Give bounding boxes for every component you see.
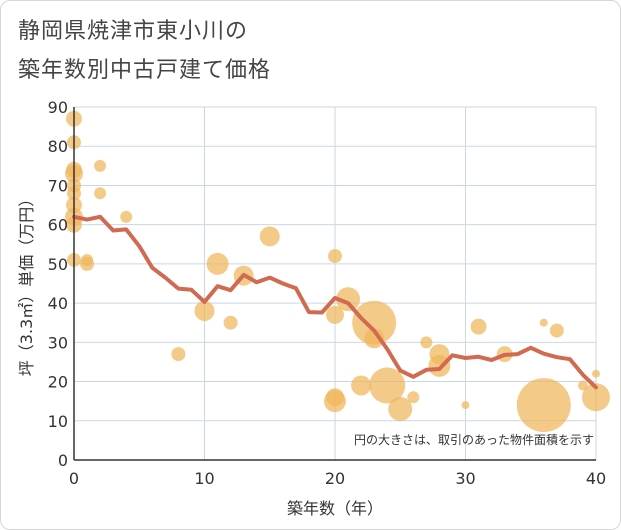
y-tick-label: 40 (48, 294, 68, 313)
scatter-point (328, 249, 342, 264)
scatter-point (516, 378, 571, 433)
scatter-point (388, 397, 413, 422)
scatter-point (549, 323, 564, 338)
axes (73, 107, 596, 461)
y-tick-label: 90 (48, 98, 68, 117)
scatter-point (364, 328, 385, 349)
scatter-point (461, 401, 470, 410)
size-annotation: 円の大きさは、取引のあった物件面積を示す (354, 432, 594, 447)
chart-title-line2: 築年数別中古戸建て価格 (18, 58, 272, 83)
scatter-point (407, 391, 420, 404)
x-tick-label: 10 (194, 469, 214, 488)
y-tick-label: 60 (48, 216, 68, 235)
scatter-bubbles (65, 110, 610, 433)
scatter-point (420, 336, 433, 349)
scatter-point (352, 300, 397, 345)
y-tick-label: 0 (58, 451, 68, 470)
y-axis-label: 坪（3.3㎡）単価（万円） (17, 191, 36, 376)
scatter-point (171, 347, 186, 362)
scatter-point (120, 210, 133, 223)
scatter-point (592, 369, 600, 378)
x-tick-label: 30 (455, 469, 475, 488)
scatter-point (369, 367, 406, 404)
series-line (72, 214, 598, 390)
y-tick-label: 30 (48, 333, 68, 352)
scatter-point (94, 187, 107, 200)
scatter-point (336, 287, 361, 312)
scatter-point (351, 375, 372, 396)
scatter-point (324, 390, 346, 413)
y-tick-label: 10 (48, 412, 68, 431)
x-tick-label: 0 (69, 469, 79, 488)
average-line (72, 214, 598, 390)
y-tick-label: 50 (48, 255, 68, 274)
scatter-point (539, 318, 548, 327)
x-tick-label: 40 (586, 469, 606, 488)
chart-title-line1: 静岡県焼津市東小川の (18, 19, 249, 44)
scatter-point (206, 252, 229, 275)
x-tick-label: 20 (325, 469, 345, 488)
scatter-point (577, 380, 588, 391)
scatter-point (80, 256, 95, 271)
scatter-point (582, 383, 610, 412)
tick-labels: 0 10 20 30 40 50 60 70 80 90 0 10 20 30 40 (48, 98, 607, 488)
y-tick-label: 20 (48, 373, 68, 392)
scatter-point (94, 159, 107, 172)
y-tick-label: 80 (48, 137, 68, 156)
scatter-point (223, 315, 238, 330)
y-tick-label: 70 (48, 176, 68, 195)
scatter-point (194, 300, 215, 321)
scatter-point (470, 318, 487, 335)
scatter-point (259, 226, 280, 247)
x-axis-label: 築年数（年） (287, 499, 383, 518)
scatter-point (326, 305, 344, 324)
